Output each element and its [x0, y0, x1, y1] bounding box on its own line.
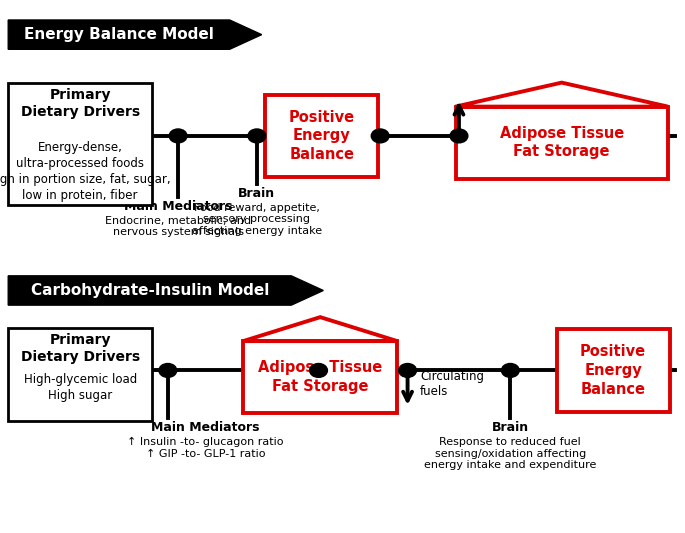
Text: Circulating
fuels: Circulating fuels [471, 109, 535, 136]
Text: Energy Balance Model: Energy Balance Model [24, 27, 214, 42]
Circle shape [371, 129, 389, 143]
Text: Endocrine, metabolic, and
nervous system signals: Endocrine, metabolic, and nervous system… [105, 216, 251, 238]
Bar [556, 329, 669, 411]
Text: Positive
Energy
Balance: Positive Energy Balance [289, 110, 355, 162]
Circle shape [310, 364, 327, 377]
Text: ↑ Insulin -to- glucagon ratio
↑ GIP -to- GLP-1 ratio: ↑ Insulin -to- glucagon ratio ↑ GIP -to-… [127, 437, 284, 459]
Text: Main Mediators: Main Mediators [151, 421, 260, 434]
Text: Food reward, appetite,
sensory processing
affecting energy intake: Food reward, appetite, sensory processin… [192, 203, 322, 236]
Text: Primary
Dietary Drivers: Primary Dietary Drivers [21, 333, 140, 365]
Text: High-glycemic load
High sugar: High-glycemic load High sugar [23, 373, 137, 401]
Text: Adipose Tissue
Fat Storage: Adipose Tissue Fat Storage [258, 360, 382, 394]
Bar [456, 107, 668, 179]
Polygon shape [8, 276, 323, 305]
Circle shape [501, 364, 519, 377]
Text: Adipose Tissue
Fat Storage: Adipose Tissue Fat Storage [499, 126, 624, 159]
Text: Primary
Dietary Drivers: Primary Dietary Drivers [21, 88, 140, 119]
Polygon shape [8, 20, 262, 49]
Text: Brain: Brain [238, 187, 275, 199]
Text: Main Mediators: Main Mediators [124, 200, 232, 213]
Circle shape [248, 129, 266, 143]
Circle shape [159, 364, 177, 377]
Text: Brain: Brain [492, 421, 529, 434]
Text: Carbohydrate-Insulin Model: Carbohydrate-Insulin Model [31, 283, 269, 298]
Text: Response to reduced fuel
sensing/oxidation affecting
energy intake and expenditu: Response to reduced fuel sensing/oxidati… [424, 437, 597, 470]
Bar [8, 83, 152, 205]
Bar [8, 328, 152, 421]
Text: Positive
Energy
Balance: Positive Energy Balance [580, 344, 646, 397]
Text: Circulating
fuels: Circulating fuels [420, 370, 484, 398]
Circle shape [399, 364, 416, 377]
Circle shape [169, 129, 187, 143]
Bar [265, 95, 378, 177]
Circle shape [450, 129, 468, 143]
Bar [243, 341, 397, 413]
Text: Energy-dense,
ultra-processed foods
high in portion size, fat, sugar,
low in pro: Energy-dense, ultra-processed foods high… [0, 141, 171, 203]
